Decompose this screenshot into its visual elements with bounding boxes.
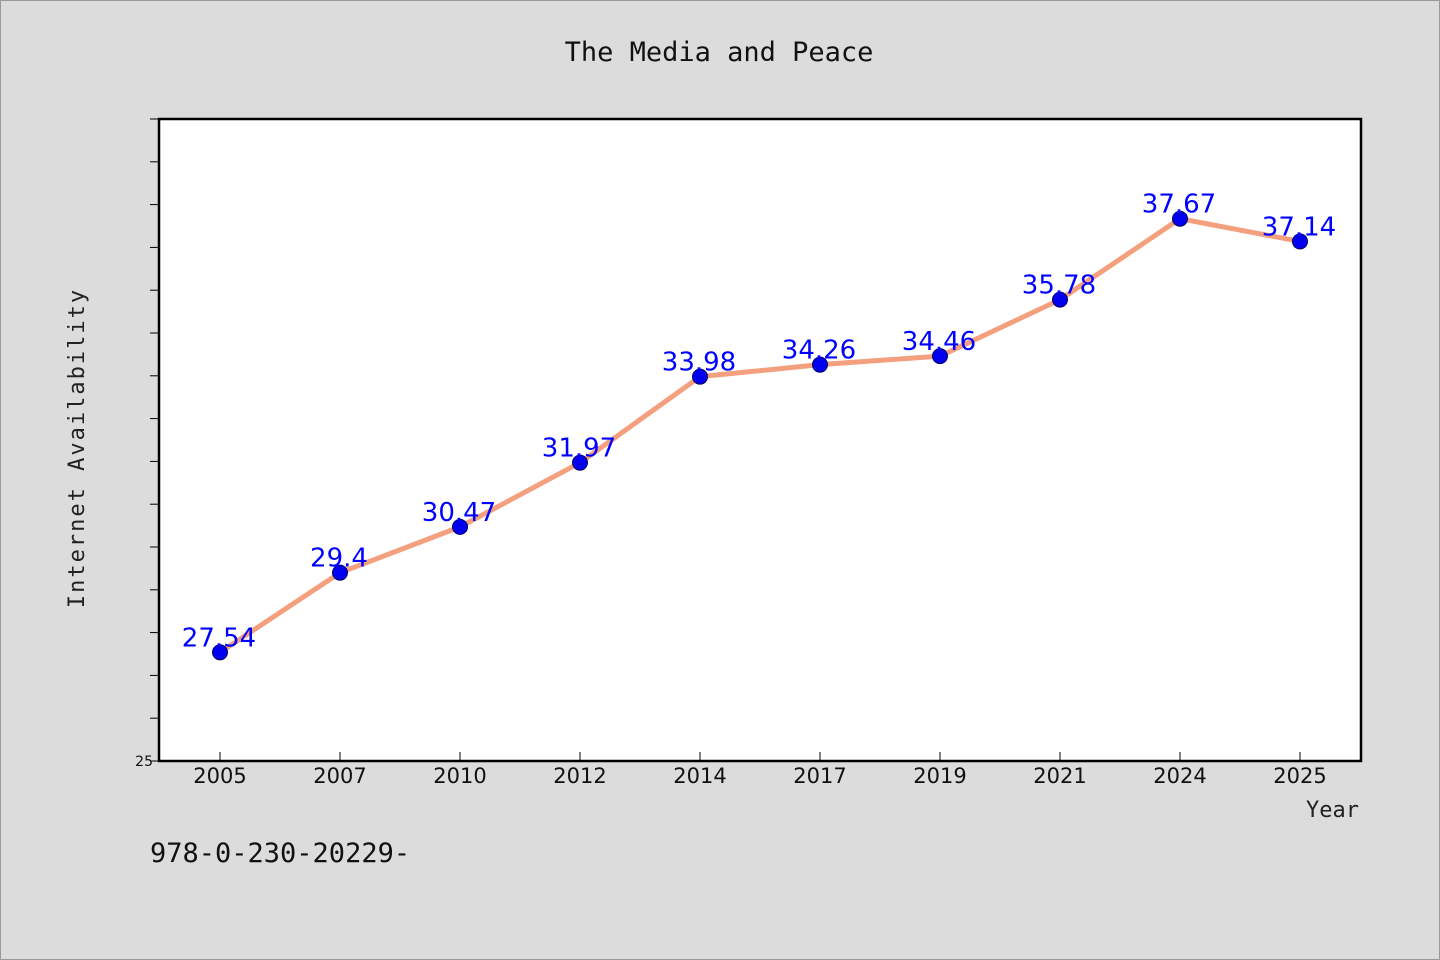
- data-point-marker: [572, 454, 588, 471]
- y-axis-ticks: 25: [135, 118, 159, 770]
- data-point-marker: [1052, 291, 1068, 308]
- x-tick-label: 2014: [673, 764, 726, 788]
- x-axis-ticks: 2005 2007 2010 2012 2014 2017 2019 2021 2024 2025: [193, 752, 1327, 788]
- data-label: 34.26: [782, 336, 856, 366]
- x-tick-label: 2024: [1153, 764, 1206, 788]
- x-tick-label: 2005: [193, 764, 246, 788]
- data-label: 31.97: [542, 434, 616, 464]
- data-point-marker: [692, 368, 708, 385]
- data-point-marker: [1172, 210, 1188, 227]
- data-label: 29.4: [310, 544, 368, 574]
- data-label: 37.14: [1262, 212, 1336, 242]
- footer-isbn-text: 978-0-230-20229-: [150, 838, 410, 869]
- series-line-group: [217, 216, 1303, 655]
- data-point-marker: [212, 644, 228, 661]
- x-tick-label: 2025: [1273, 764, 1326, 788]
- x-tick-label: 2010: [433, 764, 486, 788]
- x-tick-label: 2007: [313, 764, 366, 788]
- chart-title: The Media and Peace: [565, 37, 874, 68]
- data-point-marker: [1292, 233, 1308, 250]
- data-label: 33.98: [662, 348, 736, 378]
- data-label: 27.54: [182, 623, 256, 653]
- x-tick-label: 2017: [793, 764, 846, 788]
- data-label: 30.47: [422, 498, 496, 528]
- data-point-marker: [932, 348, 948, 365]
- x-tick-label: 2021: [1033, 764, 1086, 788]
- data-point-marker: [812, 356, 828, 373]
- markers-group: [212, 210, 1308, 661]
- y-tick-label: 25: [135, 754, 153, 770]
- data-label: 35.78: [1022, 271, 1096, 301]
- x-tick-label: 2019: [913, 764, 966, 788]
- series-line: [217, 216, 1303, 655]
- plot-area: [157, 117, 1363, 763]
- x-axis-title: Year: [1306, 798, 1359, 823]
- data-label: 34.46: [902, 327, 976, 357]
- data-point-marker: [332, 564, 348, 581]
- data-labels-group: 27.54 29.4 30.47 31.97 33.98 34.26 34.46 35.78 3…: [182, 190, 1336, 654]
- data-label: 37.67: [1142, 190, 1216, 220]
- data-point-marker: [452, 518, 468, 535]
- x-tick-label: 2012: [553, 764, 606, 788]
- y-axis-title: Internet Availability: [65, 288, 90, 608]
